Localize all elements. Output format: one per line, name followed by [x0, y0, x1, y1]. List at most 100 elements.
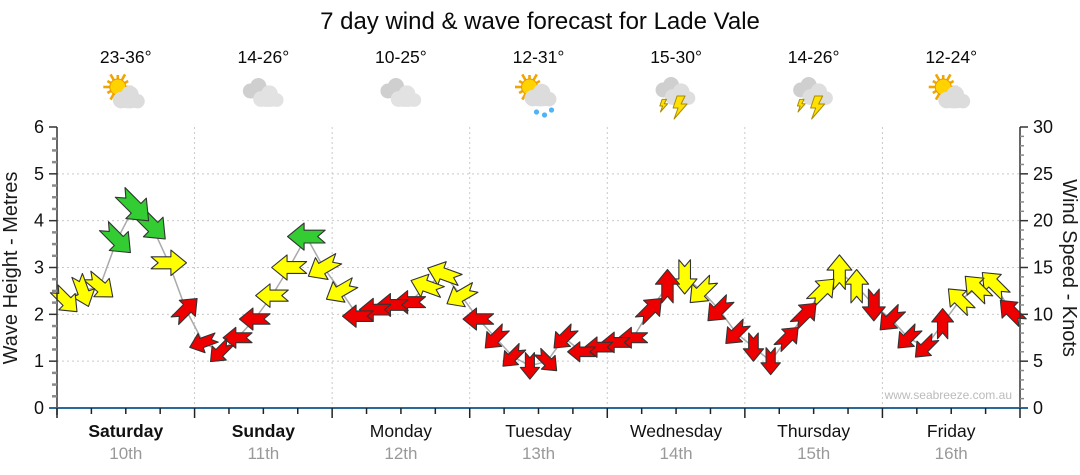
left-tick-label: 1	[34, 351, 44, 371]
cloud-part	[526, 94, 555, 107]
wind-arrow	[209, 338, 235, 363]
lightning-bolt	[796, 98, 806, 113]
day-label: Sunday	[232, 421, 295, 441]
left-tick-label: 3	[34, 258, 44, 278]
wind-arrow	[861, 288, 886, 322]
wind-arrow	[286, 222, 326, 251]
left-tick-label: 2	[34, 304, 44, 324]
right-tick-label: 10	[1033, 304, 1053, 324]
sun-ray	[934, 92, 941, 101]
wind-arrow	[189, 332, 219, 354]
date-label: 12th	[384, 444, 417, 463]
sun-ray	[120, 73, 127, 82]
day-label: Monday	[370, 421, 433, 441]
wind-arrow	[634, 297, 662, 326]
wind-arrow	[879, 303, 907, 331]
wind-arrow	[654, 268, 681, 304]
wind-arrow	[341, 304, 374, 328]
day-label: Thursday	[777, 421, 850, 441]
temperature-label: 15-30°	[650, 47, 702, 67]
wind-arrow	[484, 323, 510, 349]
temperature-label: 10-25°	[375, 47, 427, 67]
wind-arrow	[789, 302, 817, 330]
wind-arrow	[307, 253, 343, 281]
left-axis-title: Wave Height - Metres	[0, 172, 22, 365]
weather-icon-cloudy	[380, 78, 422, 107]
rain-drop	[541, 112, 548, 118]
temperature-label: 14-26°	[237, 47, 289, 67]
wind-arrow	[462, 307, 495, 331]
wind-arrow	[826, 254, 853, 291]
wind-arrow	[760, 347, 781, 376]
wind-arrow	[897, 323, 923, 349]
lightning-bolt	[659, 98, 669, 113]
right-tick-label: 25	[1033, 164, 1053, 184]
right-tick-label: 5	[1033, 351, 1043, 371]
weather-icon-cloudy	[242, 78, 284, 107]
date-label: 15th	[797, 444, 830, 463]
wind-arrow	[410, 273, 445, 298]
date-label: 10th	[109, 444, 142, 463]
weather-icon-partly-cloudy	[103, 73, 145, 109]
right-tick-label: 15	[1033, 258, 1053, 278]
wind-arrow	[947, 288, 976, 317]
sun-ray	[532, 73, 538, 82]
wind-arrow	[931, 308, 955, 340]
right-tick-label: 20	[1033, 211, 1053, 231]
date-label: 14th	[660, 444, 693, 463]
cloud-part	[114, 96, 144, 109]
temperature-label: 12-31°	[513, 47, 565, 67]
sun-ray	[521, 73, 527, 82]
right-tick-label: 30	[1033, 117, 1053, 137]
wind-arrow	[601, 331, 631, 354]
lightning-bolt	[810, 95, 826, 120]
cloud-part	[392, 95, 420, 107]
wind-arrow	[914, 333, 940, 358]
wind-arrow	[238, 307, 271, 331]
wind-arrow	[255, 283, 289, 308]
date-label: 16th	[935, 444, 968, 463]
sun-ray	[521, 92, 527, 101]
cloud-part	[939, 96, 969, 109]
temperature-label: 12-24°	[925, 47, 977, 67]
wind-arrow	[742, 332, 765, 362]
wind-arrow	[773, 326, 799, 353]
wind-arrow	[567, 341, 596, 363]
weather-icon-sun-showers	[515, 73, 557, 118]
wind-arrow	[584, 336, 614, 358]
left-tick-label: 6	[34, 117, 44, 137]
left-tick-label: 0	[34, 398, 44, 418]
wind-arrow	[553, 323, 579, 349]
wind-arrow	[806, 278, 835, 308]
left-tick-label: 5	[34, 164, 44, 184]
wind-arrow	[98, 221, 131, 254]
wind-arrow	[170, 297, 198, 326]
wind-arrow	[150, 249, 188, 277]
date-label: 13th	[522, 444, 555, 463]
wind-arrow	[222, 326, 253, 349]
cloud-part	[254, 95, 283, 107]
right-tick-label: 0	[1033, 398, 1043, 418]
wind-arrow	[981, 271, 1011, 301]
temperature-label: 14-26°	[788, 47, 840, 67]
wind-arrow	[427, 261, 463, 286]
wind-arrow	[707, 294, 735, 322]
sun-ray	[109, 92, 116, 101]
sun-ray	[934, 73, 941, 82]
wind-arrow	[49, 284, 78, 313]
wind-arrow	[271, 254, 308, 281]
left-tick-label: 4	[34, 211, 44, 231]
wind-arrow	[82, 270, 114, 298]
date-label: 11th	[247, 444, 279, 463]
weather-icon-thunderstorm	[655, 77, 696, 120]
sun-ray	[945, 73, 952, 82]
day-label: Wednesday	[630, 421, 722, 441]
wind-arrow	[446, 282, 479, 308]
day-label: Saturday	[88, 421, 163, 441]
wind-arrow	[999, 299, 1027, 327]
rain-drop	[533, 109, 540, 115]
wind-arrow	[502, 342, 527, 367]
wind-arrow	[114, 187, 150, 222]
